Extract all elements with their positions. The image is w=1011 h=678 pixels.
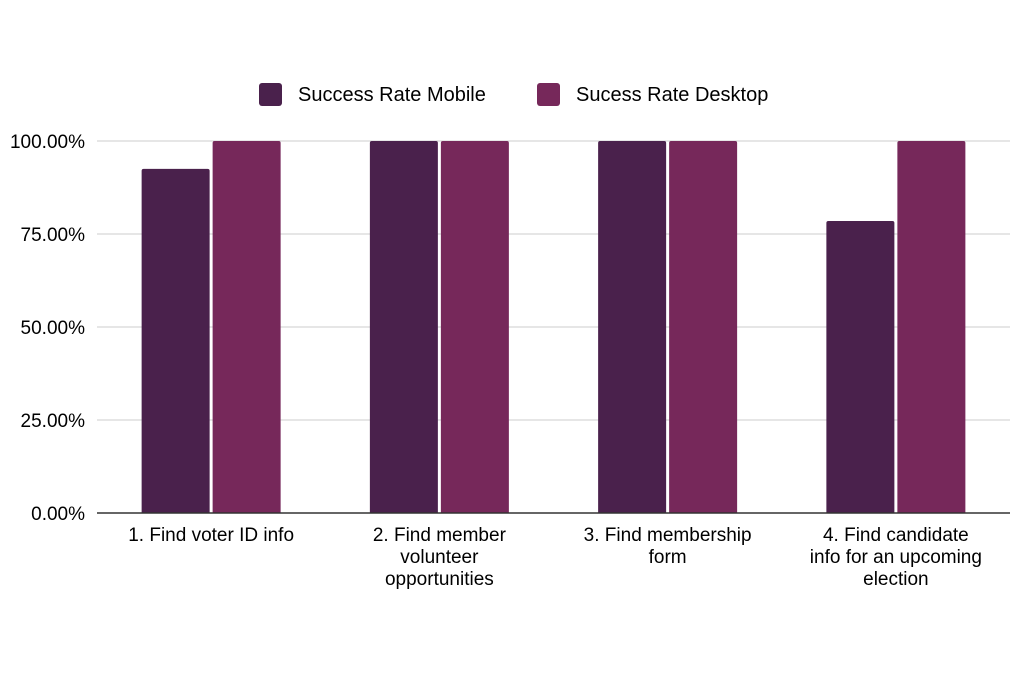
y-tick-label: 0.00%: [31, 504, 85, 525]
bar-mobile-1: [141, 168, 210, 513]
bar-mobile-4: [826, 220, 895, 514]
axes: 0.00% 25.00% 50.00% 75.00% 100.00% 1. Find vo…: [10, 132, 1010, 590]
x-category-label: opportunities: [385, 569, 494, 590]
x-category-label: 2. Find member: [373, 525, 507, 546]
y-tick-label: 100.00%: [10, 132, 85, 153]
x-category-label: 4. Find candidate: [823, 525, 969, 546]
bar-desktop-3: [669, 141, 738, 513]
y-tick-label: 25.00%: [21, 411, 86, 432]
legend-label-desktop: Sucess Rate Desktop: [576, 84, 768, 106]
legend-swatch-desktop: [537, 83, 560, 106]
legend-swatch-mobile: [259, 83, 282, 106]
bars: [141, 141, 966, 514]
bar-mobile-3: [598, 141, 667, 513]
bar-desktop-2: [440, 141, 509, 513]
x-category-label: volunteer: [400, 547, 479, 568]
y-tick-label: 75.00%: [21, 225, 86, 246]
legend: Success Rate Mobile Sucess Rate Desktop: [259, 83, 768, 106]
bar-desktop-1: [212, 141, 281, 513]
bar-desktop-4: [897, 141, 966, 513]
x-category-label: election: [863, 569, 929, 590]
x-category-label: form: [649, 547, 687, 568]
x-category-label: 3. Find membership: [584, 525, 752, 546]
y-tick-label: 50.00%: [21, 318, 86, 339]
x-category-label: 1. Find voter ID info: [128, 525, 294, 546]
x-category-label: info for an upcoming: [810, 547, 982, 568]
legend-label-mobile: Success Rate Mobile: [298, 84, 486, 106]
bar-mobile-2: [369, 141, 438, 513]
